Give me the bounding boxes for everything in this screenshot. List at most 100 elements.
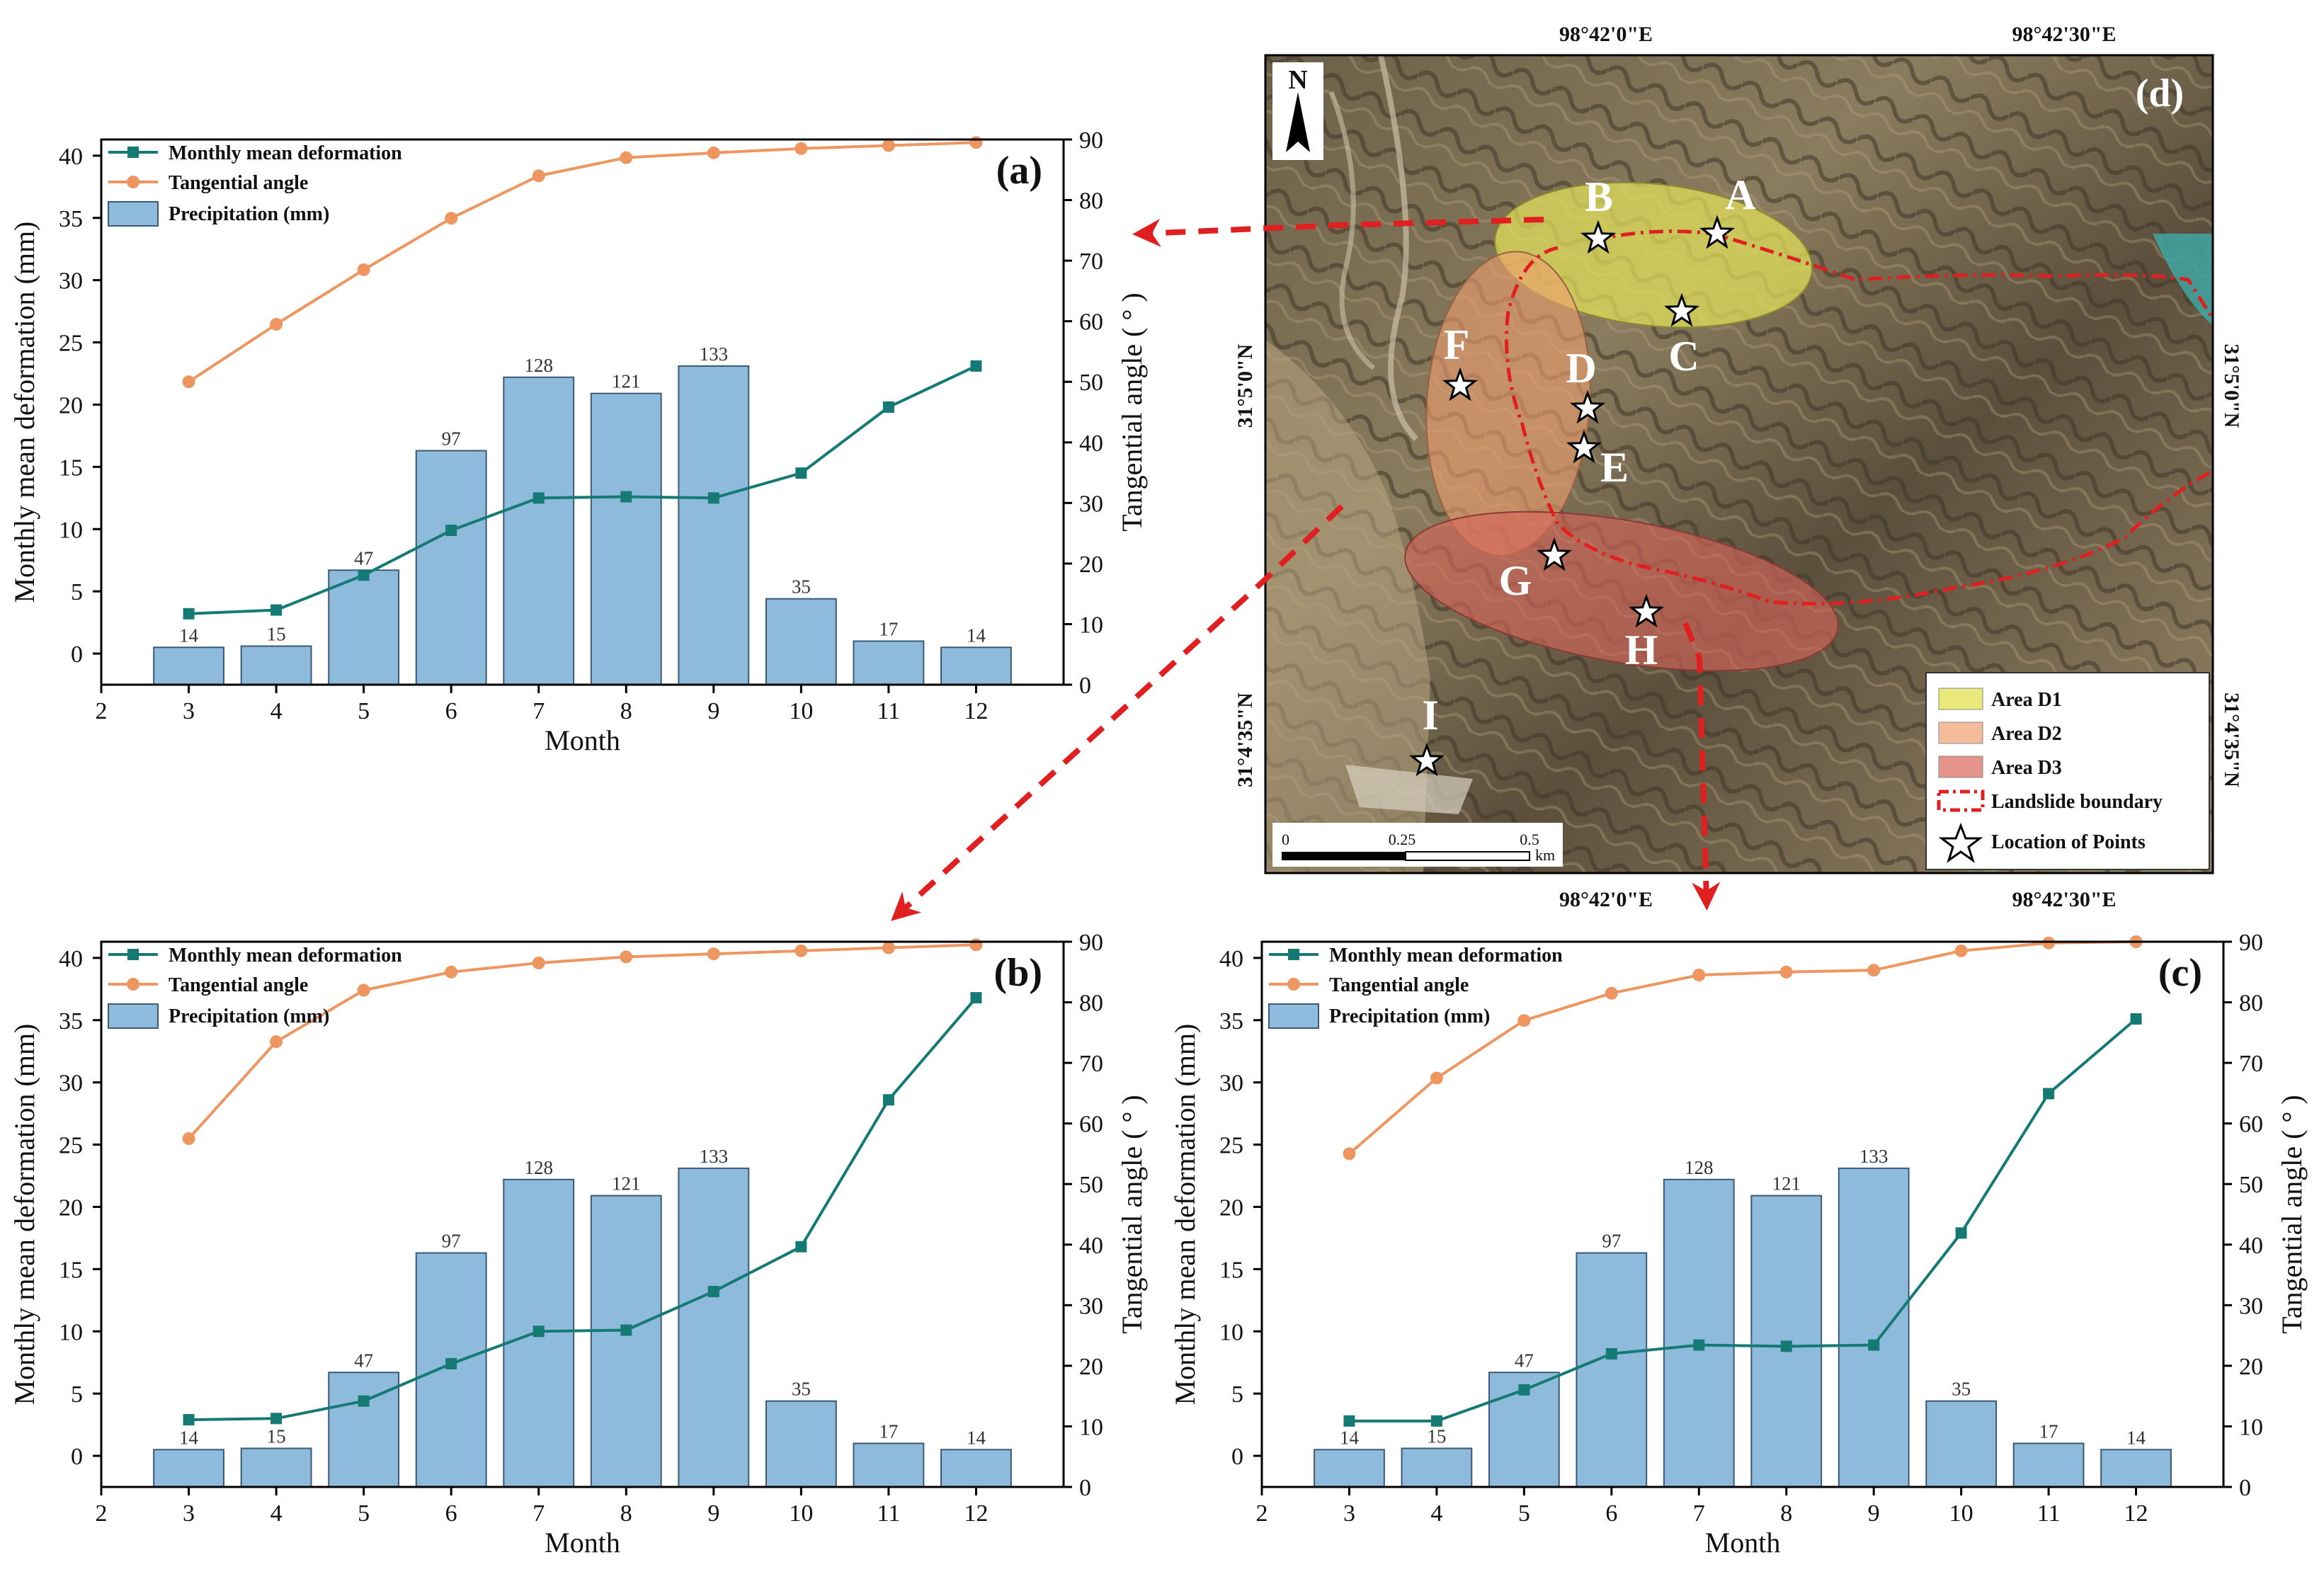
y2-tick-label: 10	[2239, 1414, 2263, 1440]
arrow-to-panel-b	[891, 504, 1344, 921]
y-tick-label: 10	[1219, 1319, 1243, 1345]
deformation-point	[620, 491, 632, 503]
bar-value-label: 14	[967, 625, 986, 646]
y-tick-label: 25	[59, 1133, 83, 1159]
tangential-angle-point	[969, 938, 983, 952]
x-tick-label: 11	[877, 1500, 901, 1527]
tangential-angle-line	[188, 943, 976, 1140]
deformation-point	[270, 604, 283, 616]
valley-slope	[1265, 340, 1430, 873]
precipitation-bar	[1663, 1178, 1735, 1488]
y2-tick-label: 30	[2239, 1293, 2263, 1319]
y-tick-label: 5	[71, 1381, 83, 1408]
bar-value-label: 47	[354, 547, 373, 569]
tangential-angle-point	[1605, 986, 1618, 1000]
tangential-angle-point	[1517, 1014, 1531, 1027]
y2-tick-label: 10	[1079, 1414, 1103, 1440]
precipitation-bar	[853, 640, 925, 686]
x-tick-label: 7	[532, 698, 545, 724]
y2-tick-label: 20	[2239, 1354, 2263, 1380]
point-star-e	[1566, 429, 1602, 464]
y-tick-label: 20	[59, 1195, 83, 1221]
y2-tick-label: 90	[2239, 930, 2263, 956]
tangential-angle-point	[1343, 1147, 1356, 1161]
deformation-point	[358, 1395, 370, 1407]
tangential-angle-point	[707, 146, 720, 159]
deformation-point	[183, 1414, 195, 1426]
star-icon	[1938, 822, 1983, 863]
north-arrow: N	[1272, 62, 1323, 160]
point-star-b	[1580, 220, 1617, 254]
precipitation-bar	[153, 1449, 224, 1488]
deformation-point	[970, 992, 982, 1004]
bar-value-label: 14	[179, 625, 199, 646]
coord-left-top: 31°5'0"N	[1234, 343, 1257, 428]
tangential-angle-point	[2042, 936, 2056, 950]
tangential-angle-point	[182, 1132, 195, 1146]
point-label-c: C	[1668, 333, 1699, 380]
y-axis-title: Monthly mean deformation (mm)	[8, 1024, 40, 1406]
deformation-point	[882, 401, 894, 413]
deformation-point	[445, 1357, 457, 1369]
precipitation-bar	[940, 646, 1012, 685]
legend-marker-angle	[1287, 978, 1300, 991]
legend-marker-deformation	[1288, 949, 1299, 960]
coord-top-right: 98°42'30"E	[2012, 23, 2117, 46]
scale-tick-025: 0.25	[1389, 831, 1416, 848]
x-tick-label: 2	[96, 698, 108, 724]
x-tick-label: 7	[1693, 1500, 1705, 1527]
plot-frame	[1260, 940, 2225, 1488]
y-tick-label: 30	[59, 268, 83, 295]
y2-tick-label: 50	[1079, 370, 1103, 396]
y2-tick-label: 60	[1079, 1112, 1103, 1138]
y-tick-label: 25	[59, 331, 83, 357]
area-d3	[1404, 511, 1839, 672]
y-tick-label: 20	[1219, 1195, 1243, 1221]
legend-label-precipitation: Precipitation (mm)	[169, 203, 329, 225]
legend-swatch-precipitation	[108, 1003, 159, 1029]
tangential-angle-point	[270, 1035, 283, 1049]
x-tick-label: 5	[358, 698, 370, 724]
legend-swatch-precipitation	[108, 201, 159, 227]
y-tick-label: 35	[1219, 1008, 1243, 1034]
x-tick-label: 10	[789, 698, 813, 724]
precipitation-bar	[240, 1447, 312, 1488]
tangential-angle-point	[270, 317, 283, 331]
point-label-a: A	[1725, 171, 1755, 218]
y-tick-label: 40	[1219, 946, 1243, 972]
point-star-i	[1408, 742, 1445, 777]
legend-label-angle: Tangential angle	[169, 172, 308, 194]
legend-swatch-boundary	[1937, 790, 1985, 812]
y-tick-label: 15	[1219, 1257, 1243, 1283]
point-label-b: B	[1585, 173, 1613, 220]
y-tick-label: 30	[1219, 1071, 1243, 1097]
deformation-point	[1605, 1347, 1617, 1359]
tangential-angle-point	[1779, 965, 1793, 979]
legend-marker-deformation	[127, 949, 139, 960]
road-path	[1328, 91, 1376, 370]
tangential-angle-point	[620, 950, 633, 964]
point-label-f: F	[1444, 321, 1470, 368]
deformation-line	[188, 365, 977, 615]
y-tick-label: 15	[59, 1257, 83, 1283]
chart-panel-b: 14 15 47 97 128 121 133 35 17 14 2 3 4 5 6 7 8 9 10 11 12 0 5 1…	[8, 930, 1148, 1558]
tangential-angle-point	[182, 375, 195, 389]
precipitation-bar	[590, 392, 662, 685]
point-label-g: G	[1499, 557, 1532, 604]
arrow-to-panel-c	[1682, 622, 1721, 911]
y2-tick-label: 30	[1079, 491, 1103, 517]
bar-value-label: 121	[612, 371, 641, 392]
bar-value-label: 15	[1427, 1426, 1446, 1447]
y-tick-label: 40	[59, 144, 83, 170]
y2-tick-label: 50	[2239, 1172, 2263, 1198]
x-tick-label: 9	[1868, 1500, 1880, 1527]
precipitation-bar	[765, 1400, 837, 1488]
y2-axis-title: Tangential angle ( ° )	[1116, 1095, 1148, 1334]
precipitation-bar	[1314, 1449, 1385, 1488]
legend-label-precipitation: Precipitation (mm)	[169, 1005, 329, 1027]
map-legend: Area D1 Area D2 Area D3 Landslide bounda…	[1925, 672, 2210, 870]
y-tick-label: 20	[59, 392, 83, 418]
scale-bar-white	[1405, 851, 1530, 861]
coord-bottom-left: 98°42'0"E	[1559, 888, 1653, 911]
precipitation-bar	[415, 450, 487, 686]
